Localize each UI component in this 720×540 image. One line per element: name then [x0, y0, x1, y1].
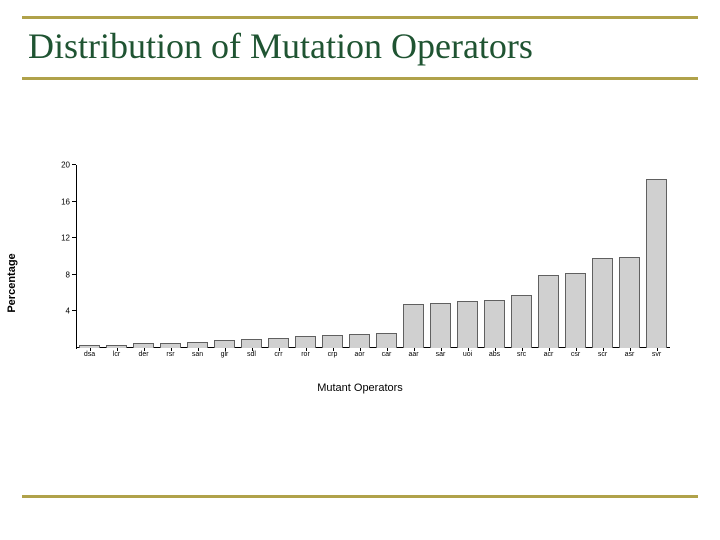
bar-slot: aar — [400, 165, 427, 348]
bar-slot: rsr — [157, 165, 184, 348]
bar-slot: crp — [319, 165, 346, 348]
bar-slot: asr — [616, 165, 643, 348]
bar — [484, 300, 505, 348]
bar — [565, 273, 586, 348]
bar-slot: scr — [589, 165, 616, 348]
category-label: sdl — [247, 351, 256, 358]
bar — [268, 338, 289, 348]
bar-slot: car — [373, 165, 400, 348]
bar — [214, 340, 235, 348]
bar-slot: csr — [562, 165, 589, 348]
category-label: sar — [436, 351, 446, 358]
bar — [376, 333, 397, 348]
title-block: Distribution of Mutation Operators — [22, 16, 698, 80]
category-label: lcr — [113, 351, 120, 358]
y-axis-label: Percentage — [6, 253, 18, 312]
category-label: scr — [598, 351, 607, 358]
bar — [538, 275, 559, 348]
bar — [430, 303, 451, 348]
title-underline — [22, 77, 698, 80]
bar-slot: abs — [481, 165, 508, 348]
y-tick-label: 4 — [66, 307, 76, 316]
bar-slot: crr — [265, 165, 292, 348]
bar-slot: lcr — [103, 165, 130, 348]
category-label: asr — [625, 351, 635, 358]
category-label: aor — [354, 351, 364, 358]
footer-line — [22, 495, 698, 498]
bar-slot: acr — [535, 165, 562, 348]
slide: Distribution of Mutation Operators Perce… — [0, 0, 720, 540]
bar-slot: uoi — [454, 165, 481, 348]
chart: Percentage 48121620 dsalcrderrsrsanglrsd… — [40, 165, 680, 400]
y-tick-label: 20 — [61, 161, 76, 170]
bar-slot: ror — [292, 165, 319, 348]
category-label: src — [517, 351, 526, 358]
category-label: dsa — [84, 351, 95, 358]
bar-slot: sar — [427, 165, 454, 348]
bar-slot: dsa — [76, 165, 103, 348]
y-tick-label: 8 — [66, 270, 76, 279]
bar — [592, 258, 613, 348]
page-title: Distribution of Mutation Operators — [22, 19, 698, 77]
category-label: aar — [408, 351, 418, 358]
bar — [646, 179, 667, 348]
bar — [403, 304, 424, 348]
bar — [241, 339, 262, 348]
bar — [511, 295, 532, 348]
y-tick-label: 12 — [61, 234, 76, 243]
bar-slot: der — [130, 165, 157, 348]
bar — [322, 335, 343, 348]
x-axis-label: Mutant Operators — [317, 382, 403, 394]
bar-slot: svr — [643, 165, 670, 348]
bar-slot: src — [508, 165, 535, 348]
bar-slot: glr — [211, 165, 238, 348]
bar-slot: aor — [346, 165, 373, 348]
plot-area: 48121620 dsalcrderrsrsanglrsdlcrrrorcrpa… — [76, 165, 670, 348]
category-label: ror — [301, 351, 310, 358]
category-label: acr — [544, 351, 554, 358]
bar-slot: sdl — [238, 165, 265, 348]
bar-slot: san — [184, 165, 211, 348]
bar — [457, 301, 478, 348]
category-label: crr — [274, 351, 282, 358]
category-label: uoi — [463, 351, 472, 358]
bars-container: dsalcrderrsrsanglrsdlcrrrorcrpaorcaraars… — [76, 165, 670, 348]
category-label: san — [192, 351, 203, 358]
category-label: svr — [652, 351, 661, 358]
bar — [349, 334, 370, 348]
category-label: rsr — [166, 351, 174, 358]
y-tick-label: 16 — [61, 197, 76, 206]
category-label: csr — [571, 351, 580, 358]
category-label: car — [382, 351, 392, 358]
category-label: der — [138, 351, 148, 358]
category-label: glr — [221, 351, 229, 358]
bar — [295, 336, 316, 348]
category-label: abs — [489, 351, 500, 358]
bar — [619, 257, 640, 349]
category-label: crp — [328, 351, 338, 358]
